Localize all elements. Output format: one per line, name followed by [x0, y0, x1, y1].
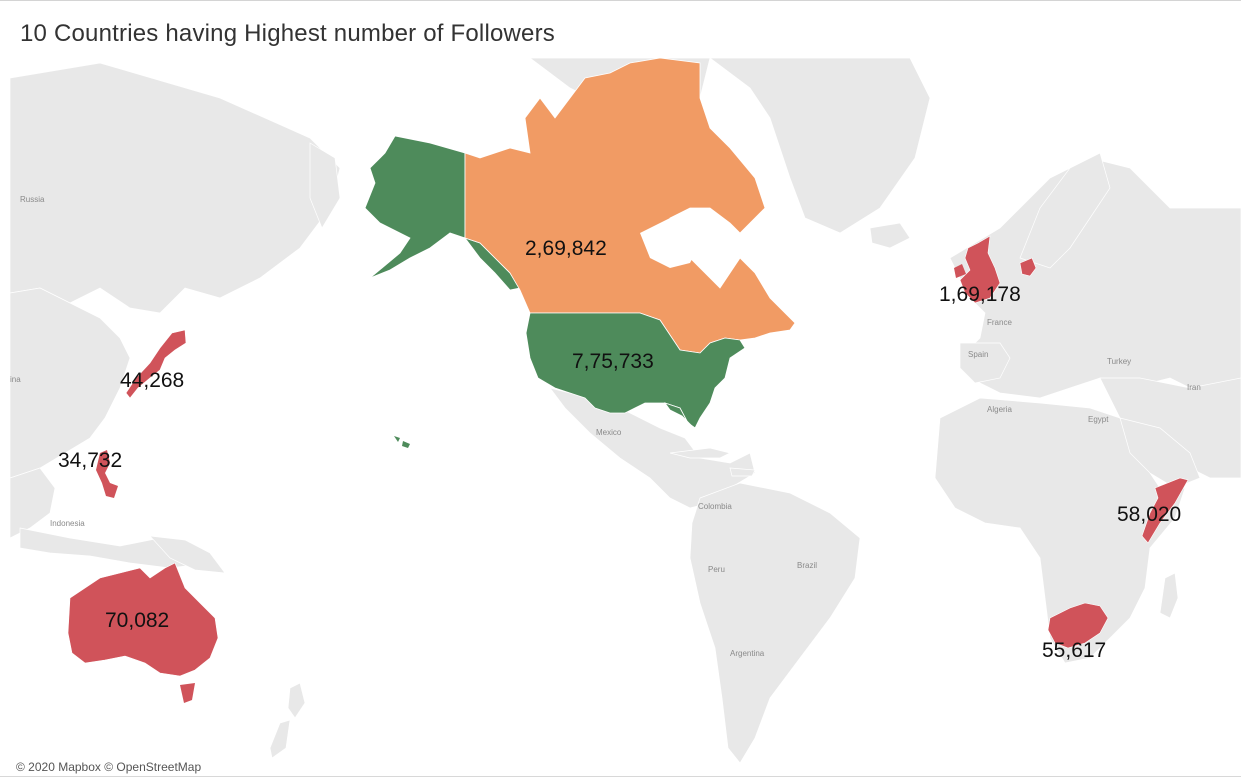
country-shape-united-kingdom-ni[interactable] [954, 264, 966, 278]
place-label-algeria: Algeria [987, 405, 1012, 414]
place-label-egypt: Egypt [1088, 415, 1109, 424]
land-indochina [10, 467, 56, 539]
place-label-spain: Spain [968, 350, 988, 359]
land-south-america [689, 482, 861, 764]
land-iceland [869, 222, 911, 249]
country-shape-united-states-alaska[interactable] [364, 135, 466, 279]
value-label-united-states[interactable]: 7,75,733 [572, 350, 654, 373]
country-shape-united-states-hawaii[interactable] [394, 436, 410, 448]
place-label-turkey: Turkey [1107, 357, 1131, 366]
map-attribution[interactable]: © 2020 Mapbox © OpenStreetMap [16, 760, 202, 774]
place-label-colombia: Colombia [698, 502, 732, 511]
land-new-zealand [269, 682, 306, 759]
land-kamchatka [309, 142, 341, 229]
place-labels: Russia ina Indonesia Mexico Colombia Per… [10, 195, 1201, 658]
land-arabia [1119, 417, 1201, 489]
bottom-divider [0, 776, 1241, 777]
place-label-russia: Russia [20, 195, 45, 204]
place-label-indonesia: Indonesia [50, 519, 85, 528]
value-label-australia[interactable]: 70,082 [105, 609, 169, 632]
place-label-china: ina [10, 375, 21, 384]
country-shape-canada[interactable] [464, 58, 796, 354]
world-map[interactable]: Russia ina Indonesia Mexico Colombia Per… [10, 58, 1241, 776]
land-caribbean [669, 447, 756, 477]
place-label-brazil: Brazil [797, 561, 817, 570]
land-new-guinea [149, 535, 226, 574]
value-labels: 7,75,733 2,69,842 1,69,178 70,082 58,020… [58, 237, 1181, 662]
chart-title: 10 Countries having Highest number of Fo… [20, 20, 555, 47]
value-label-united-kingdom[interactable]: 1,69,178 [939, 283, 1021, 306]
country-shape-denmark[interactable] [1019, 257, 1037, 277]
country-shape-united-states-florida[interactable] [663, 402, 696, 429]
country-shape-australia[interactable] [67, 562, 219, 677]
land-madagascar [1159, 572, 1179, 619]
place-label-argentina: Argentina [730, 649, 765, 658]
country-shape-australia-tasmania[interactable] [180, 683, 195, 703]
land-russia-east [10, 62, 341, 314]
land-africa [934, 397, 1186, 664]
country-shape-united-kingdom[interactable] [959, 235, 1001, 304]
value-label-canada[interactable]: 2,69,842 [525, 237, 607, 260]
place-label-france: France [987, 318, 1012, 327]
country-shape-japan[interactable] [125, 329, 187, 399]
land-greenland [709, 58, 931, 234]
land-iberia [959, 342, 1011, 384]
place-label-mexico: Mexico [596, 428, 622, 437]
hudson-bay [640, 218, 700, 268]
country-shape-somalia[interactable] [1141, 477, 1189, 544]
country-shape-philippines[interactable] [96, 450, 118, 498]
highlight-layer [67, 58, 1189, 703]
land-scandinavia [1019, 152, 1111, 269]
value-label-japan[interactable]: 44,268 [120, 369, 184, 392]
value-label-somalia[interactable]: 58,020 [1117, 503, 1181, 526]
place-label-peru: Peru [708, 565, 725, 574]
country-shape-south-africa[interactable] [1047, 602, 1109, 649]
land-layer [10, 58, 1241, 764]
map-svg: Russia ina Indonesia Mexico Colombia Per… [10, 58, 1241, 764]
value-label-south-africa[interactable]: 55,617 [1042, 639, 1106, 662]
place-label-iran: Iran [1187, 383, 1201, 392]
value-label-philippines[interactable]: 34,732 [58, 449, 122, 472]
